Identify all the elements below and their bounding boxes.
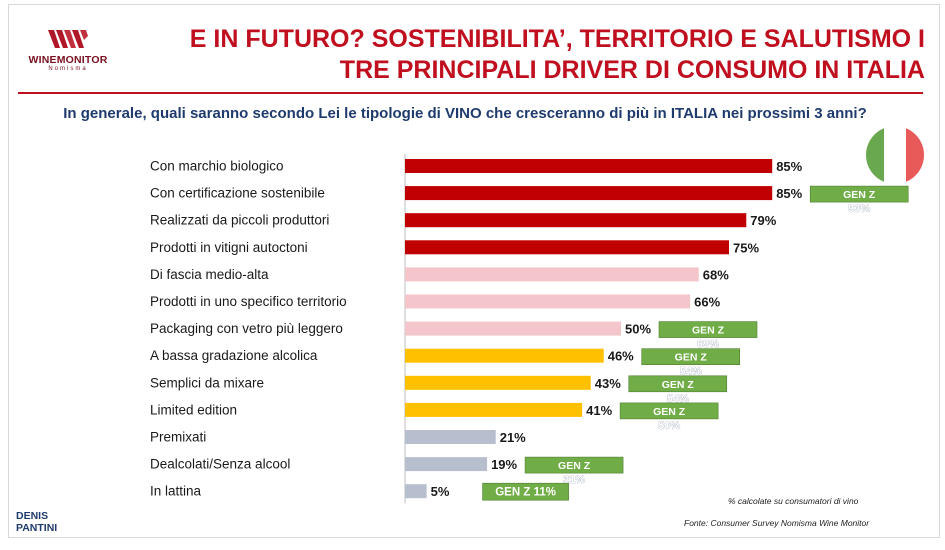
logo-name: WINEMONITOR xyxy=(28,54,108,66)
bar xyxy=(405,375,591,390)
gen-z-badge xyxy=(809,185,909,203)
footnote: % calcolate su consumatori di vino xyxy=(728,496,859,506)
value-label: 75% xyxy=(733,240,759,255)
category-label: Prodotti in uno specifico territorio xyxy=(150,294,347,309)
value-label: 5% xyxy=(431,484,450,499)
bar xyxy=(405,321,621,336)
bar xyxy=(405,402,583,417)
category-label: Realizzati da piccoli produttori xyxy=(150,213,329,228)
value-label: 85% xyxy=(776,159,802,174)
gen-z-badge xyxy=(619,402,719,420)
gen-z-value: 54% xyxy=(680,366,702,378)
value-label: 68% xyxy=(703,267,729,282)
gen-z-value: 50% xyxy=(658,420,680,432)
value-label: 21% xyxy=(500,430,526,445)
value-label: 79% xyxy=(750,213,776,228)
bar xyxy=(405,294,691,309)
author-last-name: PANTINI xyxy=(16,522,58,534)
value-label: 46% xyxy=(608,349,634,364)
source-note: Fonte: Consumer Survey Nomisma Wine Moni… xyxy=(684,518,870,528)
bar xyxy=(405,484,427,499)
category-label: Con marchio biologico xyxy=(150,159,284,174)
bar xyxy=(405,240,729,255)
winemonitor-logo: WINEMONITOR Nomisma xyxy=(18,26,118,76)
category-label: Packaging con vetro più leggero xyxy=(150,321,343,336)
bar xyxy=(405,213,747,228)
gen-z-label: GEN Z xyxy=(843,189,876,201)
bar xyxy=(405,430,496,444)
page-title: E IN FUTURO? SOSTENIBILITA’, TERRITORIO … xyxy=(130,24,925,86)
gen-z-label: GEN Z xyxy=(558,460,591,472)
bar xyxy=(405,348,604,363)
value-label: 43% xyxy=(595,376,621,391)
title-line-2: TRE PRINCIPALI DRIVER DI CONSUMO IN ITAL… xyxy=(339,56,925,84)
gen-z-value: 54% xyxy=(667,393,689,405)
title-line-1: E IN FUTURO? SOSTENIBILITA’, TERRITORIO … xyxy=(189,25,925,53)
title-divider xyxy=(18,92,923,94)
category-label: Prodotti in vitigni autoctoni xyxy=(150,240,308,255)
gen-z-badge xyxy=(641,348,741,366)
gen-z-value: 69% xyxy=(697,339,719,351)
category-label: Semplici da mixare xyxy=(150,375,264,390)
gen-z-label: GEN Z xyxy=(692,325,725,337)
italy-flag-icon xyxy=(866,126,924,184)
gen-z-label: GEN Z 11% xyxy=(495,487,556,499)
category-label: In lattina xyxy=(150,484,202,499)
bar xyxy=(405,186,773,201)
category-label: Con certificazione sostenibile xyxy=(150,186,325,201)
chart-question: In generale, quali saranno secondo Lei l… xyxy=(63,105,867,122)
gen-z-value: 93% xyxy=(848,203,870,215)
bar xyxy=(405,267,699,282)
category-label: Limited edition xyxy=(150,402,237,417)
gen-z-label: GEN Z xyxy=(653,406,686,418)
gen-z-label: GEN Z xyxy=(662,379,695,391)
bar xyxy=(405,457,488,472)
value-label: 66% xyxy=(694,295,720,310)
gen-z-badge xyxy=(658,321,758,338)
bar xyxy=(405,159,773,173)
value-label: 41% xyxy=(586,403,612,418)
category-label: A bassa gradazione alcolica xyxy=(150,348,318,363)
author-first-name: DENIS xyxy=(16,510,49,522)
value-label: 85% xyxy=(776,186,802,201)
gen-z-badge xyxy=(482,482,569,501)
gen-z-badge xyxy=(524,456,624,474)
logo-mark-icon xyxy=(48,30,88,48)
author-name: DENIS PANTINI xyxy=(16,510,57,534)
gen-z-badge xyxy=(628,375,728,393)
category-label: Di fascia medio-alta xyxy=(150,267,269,282)
value-label: 19% xyxy=(491,457,517,472)
value-label: 50% xyxy=(625,322,651,337)
logo-subtitle: Nomisma xyxy=(48,66,88,72)
category-label: Dealcolati/Senza alcool xyxy=(150,457,290,472)
category-label: Premixati xyxy=(150,430,206,445)
gen-z-label: GEN Z xyxy=(675,352,708,364)
